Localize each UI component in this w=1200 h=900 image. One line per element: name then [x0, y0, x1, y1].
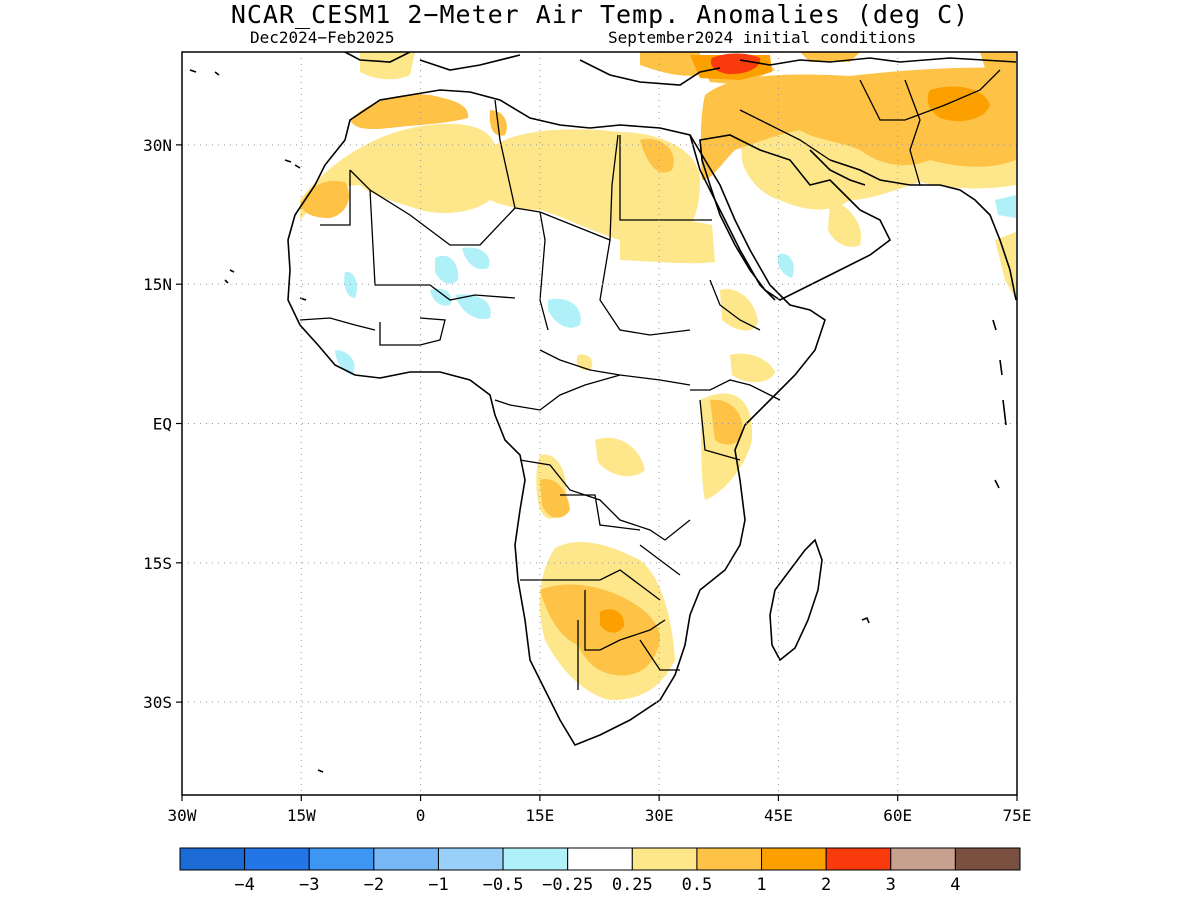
lon-tick-label: 60E: [883, 806, 912, 825]
colorbar-swatch: [954, 847, 1021, 871]
colorbar-swatch: [761, 847, 827, 871]
lat-tick-label: 15N: [143, 275, 172, 294]
colorbar-label: 1: [756, 875, 766, 895]
lon-tick-label: 0: [416, 806, 426, 825]
lon-tick-label: 75E: [1003, 806, 1032, 825]
lat-tick-label: 15S: [143, 554, 172, 573]
colorbar-label: 0.5: [682, 875, 713, 895]
lon-tick-label: 15E: [525, 806, 554, 825]
colorbar-label: −0.5: [483, 875, 524, 895]
colorbar: −4 −3 −2 −1 −0.5 −0.25 0.25 0.5 1 2 3 4: [179, 847, 1021, 895]
chart-title: NCAR_CESM1 2−Meter Air Temp. Anomalies (…: [230, 0, 970, 29]
colorbar-swatch: [373, 847, 439, 871]
lon-tick-label: 30W: [168, 806, 197, 825]
asia-coastline: [829, 159, 1017, 301]
initial-conditions: September2024 initial conditions: [608, 28, 917, 47]
colorbar-swatch: [502, 847, 569, 871]
country-borders: [299, 69, 1001, 690]
colorbar-swatch: [696, 847, 763, 871]
africa-coastline: [287, 89, 826, 746]
colorbar-swatch: [567, 847, 633, 871]
colorbar-label: 0.25: [612, 875, 653, 895]
cool-anomaly-025-05: [335, 195, 1016, 375]
colorbar-label: 3: [886, 875, 896, 895]
coastlines: [189, 52, 1017, 773]
warm-anomaly-2-3: [710, 53, 761, 75]
europe-coastline: [344, 52, 411, 63]
colorbar-label: −2: [364, 875, 384, 895]
lat-tick-label: EQ: [153, 415, 172, 434]
lon-tick-label: 30E: [645, 806, 674, 825]
lon-tick-label: 45E: [764, 806, 793, 825]
colorbar-label: 2: [821, 875, 831, 895]
forecast-period: Dec2024−Feb2025: [250, 28, 395, 47]
anomaly-shading: [300, 52, 1016, 700]
colorbar-swatch: [825, 847, 892, 871]
madagascar-coastline: [769, 538, 823, 662]
colorbar-label: −4: [234, 875, 254, 895]
colorbar-swatch: [437, 847, 504, 871]
colorbar-swatch: [308, 847, 375, 871]
arabia-coastline: [699, 134, 892, 301]
axis-ticks: 30N 15N EQ 15S 30S 30W 15W 0 15E 30E 45E 60E 75E: [143, 136, 1031, 825]
colorbar-label: −0.25: [542, 875, 593, 895]
colorbar-label: −3: [299, 875, 319, 895]
lon-tick-label: 15W: [287, 806, 316, 825]
colorbar-swatch: [890, 847, 956, 871]
colorbar-swatch: [631, 847, 698, 871]
colorbar-swatch: [244, 847, 310, 871]
colorbar-label: −1: [428, 875, 448, 895]
lat-tick-label: 30N: [143, 136, 172, 155]
lat-tick-label: 30S: [143, 693, 172, 712]
colorbar-swatch: [179, 847, 246, 871]
colorbar-label: 4: [950, 875, 960, 895]
